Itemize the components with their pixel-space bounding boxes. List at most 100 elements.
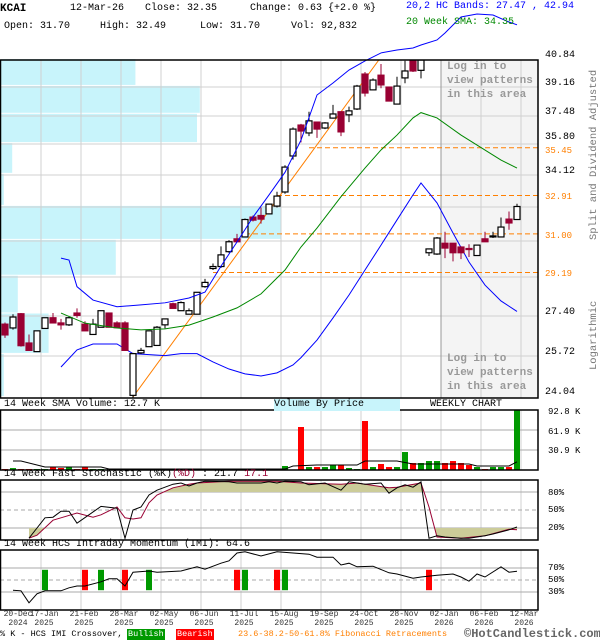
volume-bar: [314, 467, 320, 470]
volume-bar: [66, 467, 72, 470]
candle-body: [337, 111, 345, 133]
vbp-bar: [1, 353, 4, 396]
panel-frame: [0, 479, 539, 541]
volume-bar: [514, 410, 520, 470]
candle-body: [457, 246, 465, 254]
symbol: KCAI: [0, 3, 27, 15]
candle-body: [513, 205, 521, 221]
price-tick: 24.04: [545, 387, 576, 398]
date-tick: 11-Jul 2025: [229, 610, 259, 628]
log-scale-label: Logarithmic: [588, 300, 600, 370]
date-tick: 20-Dec 2024: [3, 610, 33, 628]
chart-type-label: WEEKLY CHART: [430, 399, 503, 410]
volume-panel-title: 14 Week SMA Volume: 12.7 K: [4, 399, 161, 410]
bands-legend: 20,2 HC Bands: 27.47 , 42.94: [406, 1, 575, 12]
candle-body: [329, 113, 337, 119]
vbp-bar: [1, 275, 18, 313]
copyright-logo[interactable]: ©HotCandlestick.com: [464, 627, 600, 640]
date-tick: 28-Mar 2025: [109, 610, 139, 628]
stoch-tick: 20%: [548, 523, 565, 533]
volume-bar: [322, 467, 328, 470]
open-value: Open: 31.70: [4, 21, 71, 32]
vbp-bar: [1, 113, 197, 143]
price-tick: 25.72: [545, 347, 576, 358]
imi-title: 14 Week HCS Intraday Momentum (IMI): 64.…: [4, 539, 251, 550]
sma-legend: 20 Week SMA: 34.35: [406, 17, 515, 28]
candle-body: [65, 317, 73, 326]
crossover-marker-bullish: [146, 569, 152, 591]
candle-body: [273, 195, 281, 207]
candle-body: [185, 310, 193, 315]
bullish-badge: Bullish: [127, 629, 165, 640]
crossover-marker-bearish: [234, 569, 240, 591]
candle-body: [49, 317, 57, 324]
candle-body: [161, 318, 169, 326]
candle-body: [321, 122, 329, 129]
candle-body: [73, 312, 81, 316]
candle-body: [313, 121, 321, 130]
candle-body: [353, 85, 361, 110]
volume-bar: [434, 461, 440, 470]
crossover-marker-bullish: [282, 569, 288, 591]
volume-bar: [58, 467, 64, 470]
vbp-bar: [1, 173, 4, 205]
candle-body: [385, 86, 393, 102]
candle-body: [89, 323, 97, 336]
candle-body: [345, 110, 353, 116]
high-value: High: 32.49: [100, 21, 167, 32]
candle-body: [153, 326, 161, 347]
volume-bar: [282, 465, 288, 470]
volume-bar: [490, 467, 496, 470]
adjusted-label: Split and Dividend Adjusted: [588, 69, 600, 240]
price-tick: 35.80: [545, 132, 576, 143]
candle-body: [145, 330, 153, 348]
price-tick: 27.40: [545, 307, 576, 318]
date-tick: 24-Oct 2025: [349, 610, 379, 628]
candle-body: [465, 247, 473, 251]
candle-body: [81, 323, 89, 332]
volume-bar: [506, 467, 512, 470]
upper-band-line: [60, 13, 518, 308]
crossover-marker-bullish: [242, 569, 248, 591]
candle-body: [377, 74, 385, 86]
candle-body: [25, 342, 33, 351]
patterns-login-notice-top[interactable]: Log in to view patterns in this area: [447, 61, 533, 101]
vbp-bar: [1, 205, 281, 239]
candle-body: [169, 303, 177, 309]
crossover-marker-bearish: [274, 569, 280, 591]
volume-bar: [346, 467, 352, 470]
candle-body: [401, 70, 409, 79]
candle-body: [417, 60, 425, 71]
candle-body: [473, 244, 481, 257]
candle-body: [9, 316, 17, 329]
candle-body: [257, 214, 265, 220]
candle-body: [201, 281, 209, 288]
candle-body: [393, 85, 401, 105]
candle-body: [97, 310, 105, 328]
crossover-marker-bullish: [98, 569, 104, 591]
date-tick: 21-Feb 2025: [69, 610, 99, 628]
main-plot: [1, 60, 538, 398]
volume-bar: [498, 467, 504, 470]
crossover-marker-bearish: [82, 569, 88, 591]
volume-value: Vol: 92,832: [291, 21, 358, 32]
fib-label: 32.91: [545, 192, 573, 202]
stoch-d-value: 17.1: [244, 469, 269, 480]
candle-body: [489, 235, 497, 238]
patterns-login-notice-bottom[interactable]: Log in to view patterns in this area: [447, 353, 533, 393]
volume-bar: [386, 467, 392, 470]
volume-bar: [330, 465, 336, 470]
candle-body: [281, 166, 289, 193]
candle-body: [505, 218, 513, 224]
stoch-d-line: [28, 480, 518, 539]
candle-body: [241, 218, 249, 238]
candle-body: [209, 265, 217, 270]
candle-body: [105, 312, 113, 328]
volume-bar: [426, 461, 432, 470]
date-tick: 12-Mar 2026: [509, 610, 539, 628]
volume-bar: [466, 465, 472, 470]
volume-bar: [378, 463, 384, 470]
volume-bar: [474, 467, 480, 470]
